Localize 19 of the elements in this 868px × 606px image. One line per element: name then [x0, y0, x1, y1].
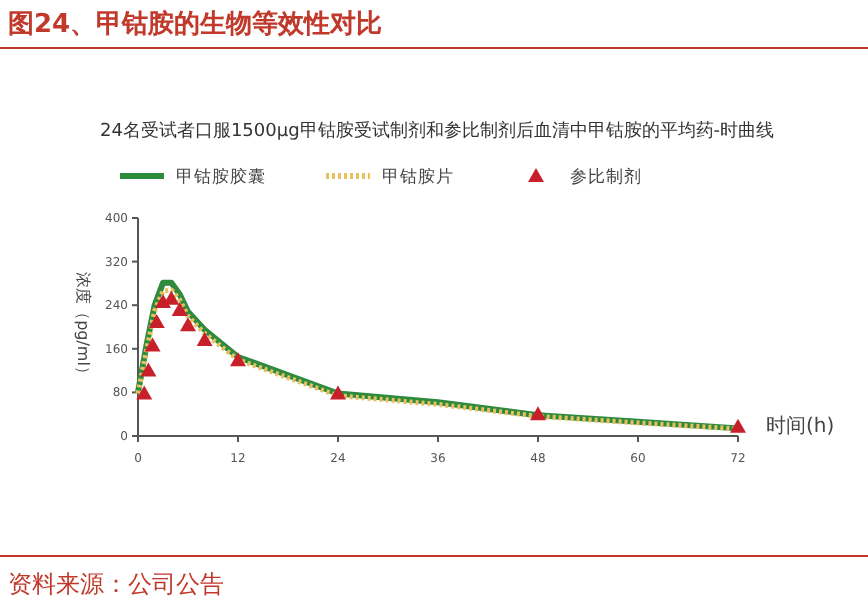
point: [144, 337, 161, 352]
point: [730, 418, 746, 433]
chart-subtitle: 24名受试者口服1500μg甲钴胺受试制剂和参比制剂后血清中甲钴胺的平均药-时曲线: [100, 120, 775, 142]
point: [148, 314, 165, 329]
point: [530, 406, 546, 421]
legend-label: 甲钴胺片: [382, 166, 454, 188]
point: [171, 302, 188, 317]
chart-title: 图24、甲钴胺的生物等效性对比: [8, 8, 383, 40]
point: [196, 332, 213, 347]
text: 资料来源：公司公告: [8, 570, 224, 598]
legend-label: 甲钴胺胶囊: [176, 166, 266, 188]
point: [330, 385, 346, 400]
point: [136, 385, 153, 400]
point: [140, 362, 157, 377]
legend-label: 参比制剂: [570, 166, 642, 188]
point: [180, 317, 196, 332]
point: [230, 352, 246, 367]
x-axis-title: 时间(h): [766, 414, 835, 438]
y-axis-title: 浓度（pg/ml）: [74, 272, 92, 382]
